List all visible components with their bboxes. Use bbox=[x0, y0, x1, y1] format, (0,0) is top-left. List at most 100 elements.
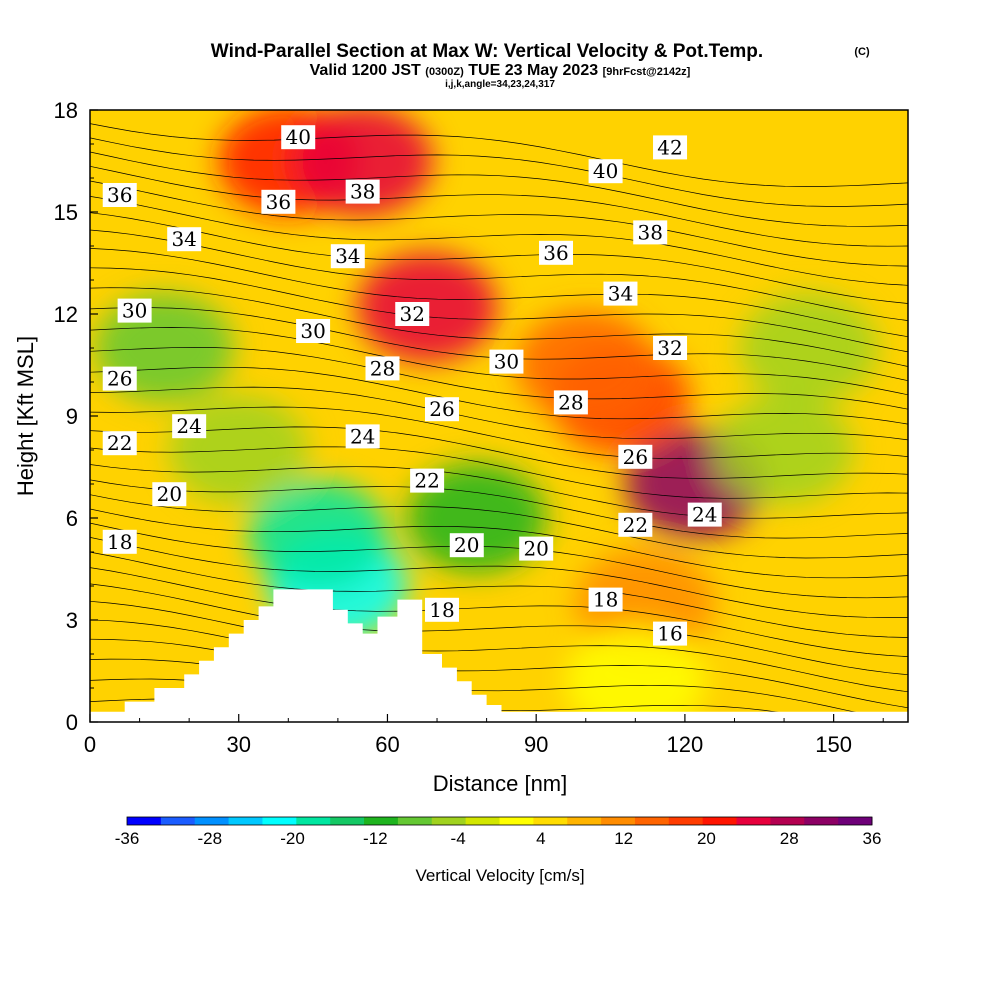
contour-label: 22 bbox=[618, 512, 653, 537]
colorbar-swatch bbox=[296, 817, 331, 825]
colorbar-swatch bbox=[330, 817, 365, 825]
contour-label: 28 bbox=[365, 356, 400, 381]
isentrope-line bbox=[90, 583, 908, 676]
velocity-feature-14 bbox=[565, 626, 706, 722]
contour-label-text: 42 bbox=[657, 135, 682, 159]
contour-label-box bbox=[519, 536, 554, 561]
contour-label-box bbox=[489, 349, 524, 374]
contour-label-box bbox=[449, 533, 484, 558]
contour-label-text: 18 bbox=[429, 598, 454, 622]
plot-area bbox=[90, 110, 908, 722]
colorbar-tick-label: -4 bbox=[451, 829, 466, 848]
isentrope-line bbox=[90, 567, 908, 657]
colorbar-swatch bbox=[668, 817, 704, 825]
y-tick-label: 18 bbox=[54, 98, 78, 123]
contour-label-box bbox=[261, 189, 296, 214]
colorbar-label: Vertical Velocity [cm/s] bbox=[415, 866, 584, 885]
contour-label-box bbox=[281, 125, 316, 150]
contour-label-text: 20 bbox=[523, 537, 548, 561]
contour-label: 40 bbox=[588, 159, 623, 184]
contour-label: 20 bbox=[519, 536, 554, 561]
contour-label: 24 bbox=[687, 503, 722, 527]
colorbar-tick-label: 28 bbox=[780, 829, 799, 848]
isentrope-line bbox=[90, 327, 908, 396]
isentrope-line bbox=[90, 347, 908, 410]
isentrope-line bbox=[90, 600, 908, 693]
contour-label-box bbox=[603, 281, 638, 306]
colorbar-tick-label: -36 bbox=[115, 829, 140, 848]
copyright-mark: (C) bbox=[854, 46, 870, 58]
isentrope-line bbox=[90, 494, 908, 559]
x-tick-label: 150 bbox=[815, 732, 852, 757]
contour-label-text: 24 bbox=[350, 424, 375, 448]
contour-label-text: 30 bbox=[122, 299, 147, 323]
isentrope-line bbox=[90, 426, 908, 479]
isentrope-line bbox=[90, 464, 908, 519]
contour-label-box bbox=[102, 529, 137, 554]
colorbar-swatch bbox=[770, 817, 805, 825]
y-tick-label: 9 bbox=[66, 404, 78, 429]
contour-label: 22 bbox=[102, 431, 137, 456]
contour-label-text: 26 bbox=[107, 367, 132, 391]
isentrope-line bbox=[90, 619, 908, 709]
terrain bbox=[90, 589, 908, 722]
colorbar-swatch bbox=[262, 817, 297, 825]
contour-label-box bbox=[152, 482, 187, 507]
isentrope-line bbox=[90, 366, 908, 425]
contour-label: 30 bbox=[296, 319, 331, 343]
colorbar-swatch bbox=[127, 817, 162, 825]
contour-label-text: 34 bbox=[608, 282, 633, 306]
colorbar-swatch bbox=[601, 817, 636, 825]
x-tick-label: 30 bbox=[226, 732, 250, 757]
contour-label-text: 38 bbox=[637, 220, 662, 244]
contour-label-text: 28 bbox=[558, 390, 583, 414]
contour-label-text: 30 bbox=[494, 350, 519, 374]
contour-label-box bbox=[539, 240, 574, 265]
colorbar-swatch bbox=[736, 817, 771, 825]
colorbar-tick-label: -12 bbox=[363, 829, 388, 848]
contour-label: 40 bbox=[281, 125, 316, 150]
isentrope-line bbox=[90, 479, 908, 539]
contour-label-box bbox=[296, 319, 331, 343]
contour-label: 16 bbox=[653, 621, 688, 646]
contour-label-box bbox=[653, 621, 688, 646]
contour-label: 18 bbox=[424, 597, 459, 622]
contour-label-text: 20 bbox=[454, 533, 479, 557]
colorbar-tick-label: 4 bbox=[536, 829, 545, 848]
contour-label-text: 36 bbox=[107, 183, 132, 207]
isentrope-line bbox=[90, 123, 908, 187]
contour-label-text: 32 bbox=[657, 336, 682, 360]
contour-label-text: 20 bbox=[157, 482, 182, 506]
isentrope-line bbox=[90, 137, 908, 207]
velocity-feature-1 bbox=[292, 110, 433, 216]
contour-label: 20 bbox=[152, 482, 187, 507]
colorbar-swatch bbox=[567, 817, 602, 825]
contour-label-box bbox=[345, 179, 380, 204]
isentrope-line bbox=[90, 212, 908, 304]
contour-label-box bbox=[167, 227, 202, 252]
isentrope-line bbox=[90, 287, 908, 367]
contour-label-box bbox=[618, 512, 653, 537]
x-tick-label: 0 bbox=[84, 732, 96, 757]
contour-label: 22 bbox=[410, 468, 445, 493]
contour-label-box bbox=[172, 414, 207, 439]
contour-label-text: 18 bbox=[107, 530, 132, 554]
contour-label-box bbox=[395, 302, 430, 326]
y-tick-label: 15 bbox=[54, 200, 78, 225]
contour-label-box bbox=[102, 183, 137, 207]
contour-label-text: 30 bbox=[300, 319, 325, 343]
contour-label: 20 bbox=[449, 533, 484, 558]
colorbar-swatch bbox=[702, 817, 738, 825]
contour-label-text: 34 bbox=[171, 227, 196, 251]
y-axis-label: Height [Kft MSL] bbox=[13, 336, 38, 496]
velocity-feature-13 bbox=[714, 395, 855, 505]
contour-label-text: 38 bbox=[350, 180, 375, 204]
contour-label-box bbox=[365, 356, 400, 381]
colorbar-tick-label: 36 bbox=[863, 829, 882, 848]
contour-label: 34 bbox=[167, 227, 202, 252]
contour-label: 36 bbox=[539, 240, 574, 265]
contour-label-box bbox=[117, 298, 152, 323]
contour-label-text: 24 bbox=[692, 503, 717, 527]
colorbar-swatch bbox=[634, 817, 670, 825]
contour-label: 34 bbox=[330, 244, 365, 269]
